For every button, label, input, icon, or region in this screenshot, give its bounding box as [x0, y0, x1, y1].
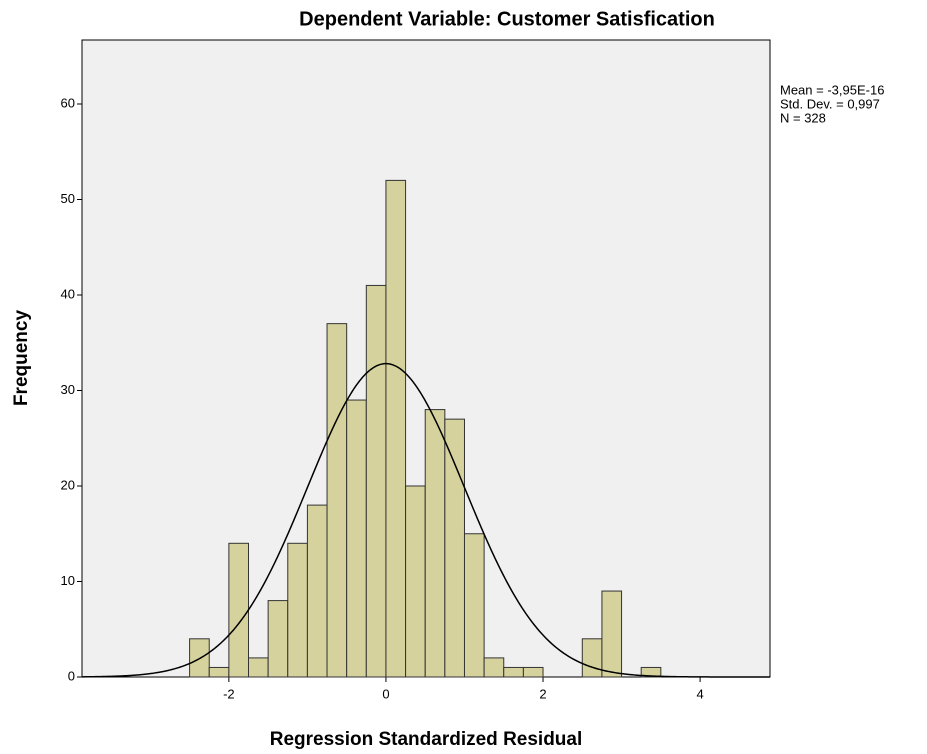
y-tick-label: 60 [61, 95, 75, 110]
bar [228, 542, 250, 678]
normal-curve [81, 362, 770, 678]
bar [306, 504, 328, 678]
bar [208, 666, 230, 678]
y-tick-label: 20 [61, 477, 75, 492]
bar [287, 542, 308, 678]
bar [503, 666, 524, 678]
bar [640, 666, 662, 678]
bar [346, 399, 367, 678]
x-tick-label: -2 [223, 686, 235, 701]
bar [405, 485, 426, 678]
y-tick-label: 40 [61, 286, 75, 301]
bar [385, 179, 407, 678]
bar [365, 284, 387, 678]
bar [581, 638, 603, 678]
stat-mean: Mean = -3,95E-16 [780, 82, 884, 97]
x-tick-label: 4 [696, 686, 703, 701]
bar [601, 590, 623, 678]
bar [248, 657, 269, 678]
bar [444, 418, 465, 678]
x-tick-label: 2 [539, 686, 546, 701]
y-tick-label: 10 [61, 573, 75, 588]
bar [463, 533, 485, 678]
bar [424, 409, 446, 678]
stat-n: N = 328 [780, 110, 826, 125]
stat-sd: Std. Dev. = 0,997 [780, 96, 880, 111]
y-axis-label: Frequency [11, 310, 32, 407]
y-tick-label: 0 [68, 668, 75, 683]
bar [522, 666, 544, 678]
bar [326, 323, 348, 678]
y-tick-label: 30 [61, 382, 75, 397]
chart-title: Dependent Variable: Customer Satisficati… [299, 8, 715, 30]
bar [267, 600, 289, 678]
x-tick-label: 0 [382, 686, 389, 701]
y-tick-label: 50 [61, 191, 75, 206]
bar [483, 657, 505, 678]
x-axis-label: Regression Standardized Residual [270, 729, 583, 750]
